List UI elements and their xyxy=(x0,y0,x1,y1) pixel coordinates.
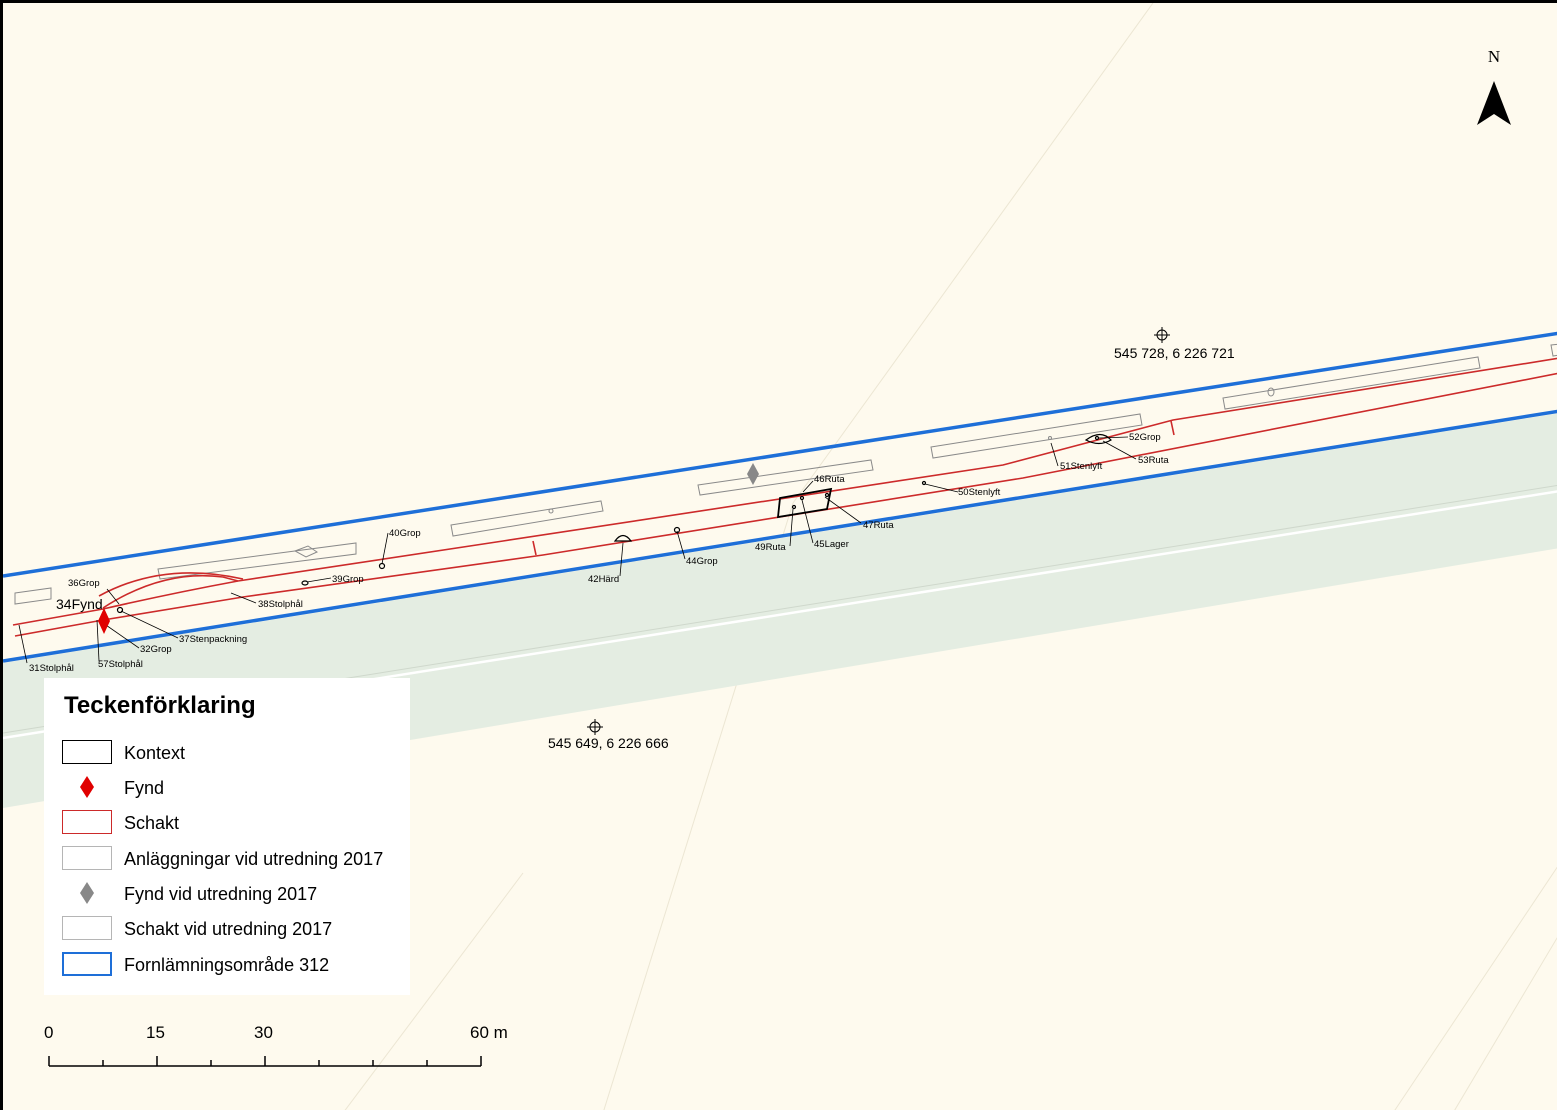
scale-label-60: 60 m xyxy=(470,1023,508,1042)
label-45: 45Lager xyxy=(814,539,849,550)
label-52: 52Grop xyxy=(1129,432,1161,443)
label-51: 51Stenlyft xyxy=(1060,461,1103,472)
label-39: 39Grop xyxy=(332,574,364,585)
coordinate-marker-2 xyxy=(587,719,603,735)
fornlamning-312-boundary[interactable] xyxy=(3,331,1557,663)
utredning-schakt-2017[interactable] xyxy=(14,343,1557,605)
label-34: 34Fynd xyxy=(56,596,103,612)
label-37: 37Stenpackning xyxy=(179,634,247,645)
schakt-swatch-icon xyxy=(62,810,112,834)
anlaggningar-swatch-icon xyxy=(62,846,112,870)
label-53: 53Ruta xyxy=(1138,455,1169,466)
label-44: 44Grop xyxy=(686,556,718,567)
scale-label-30: 30 xyxy=(254,1023,273,1042)
label-42: 42Härd xyxy=(588,574,619,585)
label-40: 40Grop xyxy=(389,528,421,539)
coordinate-marker-1 xyxy=(1154,327,1170,343)
legend-label: Schakt vid utredning 2017 xyxy=(124,919,333,939)
legend-item-fornlamning-312: Fornlämningsområde 312 xyxy=(62,952,402,978)
fornlamning-swatch-icon xyxy=(62,952,112,976)
legend-item-anlaggningar-2017: Anläggningar vid utredning 2017 xyxy=(62,846,402,872)
red-diamond-icon xyxy=(62,775,112,799)
feature-labels: 31Stolphål 57Stolphål 32Grop 34Fynd 36Gr… xyxy=(29,432,1169,674)
legend-item-fynd: Fynd xyxy=(62,775,402,801)
north-arrow-shape xyxy=(1477,81,1511,125)
scale-label-0: 0 xyxy=(44,1023,54,1042)
label-36: 36Grop xyxy=(68,578,100,589)
schakt-2017-swatch-icon xyxy=(62,916,112,940)
label-32: 32Grop xyxy=(140,644,172,655)
legend-label: Kontext xyxy=(124,743,186,763)
coordinate-label-2: 545 649, 6 226 666 xyxy=(548,735,669,751)
legend-item-schakt: Schakt xyxy=(62,810,402,836)
label-49: 49Ruta xyxy=(755,542,786,553)
label-38: 38Stolphål xyxy=(258,599,303,610)
legend-title: Teckenförklaring xyxy=(64,692,256,719)
utredning-anlaggningar-2017[interactable] xyxy=(293,387,1275,558)
legend-label: Fornlämningsområde 312 xyxy=(124,955,330,975)
grey-diamond-icon xyxy=(62,881,112,905)
coordinate-label-1: 545 728, 6 226 721 xyxy=(1114,345,1235,361)
north-arrow-icon: N xyxy=(1469,47,1519,131)
label-31: 31Stolphål xyxy=(29,663,74,674)
label-47: 47Ruta xyxy=(863,520,894,531)
north-label: N xyxy=(1487,47,1501,66)
scale-bar-line xyxy=(48,1056,482,1067)
kontext-swatch-icon xyxy=(62,740,112,764)
label-46: 46Ruta xyxy=(814,474,845,485)
legend-label: Fynd vid utredning 2017 xyxy=(124,884,318,904)
kontext-features[interactable] xyxy=(116,433,1112,614)
label-50: 50Stenlyft xyxy=(958,487,1001,498)
schakt[interactable] xyxy=(12,357,1557,637)
legend-label: Anläggningar vid utredning 2017 xyxy=(124,849,384,869)
legend-label: Schakt xyxy=(124,813,180,833)
legend-label: Fynd xyxy=(124,778,165,798)
utredning-fynd-marker[interactable] xyxy=(747,463,759,485)
scale-label-15: 15 xyxy=(146,1023,165,1042)
fynd-marker[interactable] xyxy=(98,608,110,634)
scale-bar: 0 15 30 60 m xyxy=(33,1023,533,1083)
leader-lines xyxy=(18,436,1137,664)
legend-item-kontext: Kontext xyxy=(62,740,402,766)
legend-item-schakt-2017: Schakt vid utredning 2017 xyxy=(62,916,402,942)
legend: Teckenförklaring Kontext Fynd Schakt Anl… xyxy=(44,678,410,995)
label-57: 57Stolphål xyxy=(98,659,143,670)
legend-item-fynd-2017: Fynd vid utredning 2017 xyxy=(62,881,402,907)
